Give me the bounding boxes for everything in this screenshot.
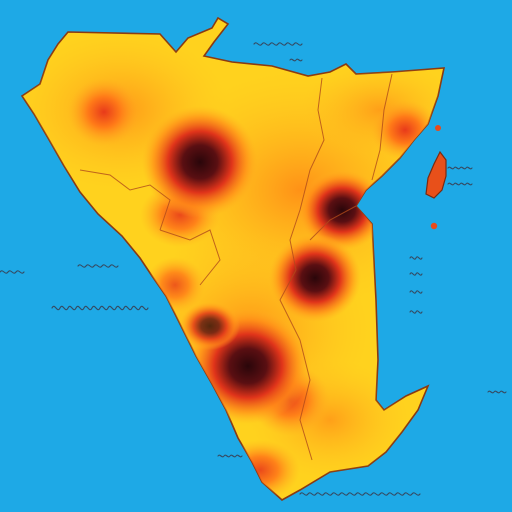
island-east	[425, 150, 447, 199]
island-small-dot	[435, 125, 441, 131]
internal-borders	[79, 73, 393, 461]
island-small-dot-2	[430, 222, 438, 230]
heat-layer	[22, 30, 444, 500]
map-label-marks	[0, 42, 507, 496]
